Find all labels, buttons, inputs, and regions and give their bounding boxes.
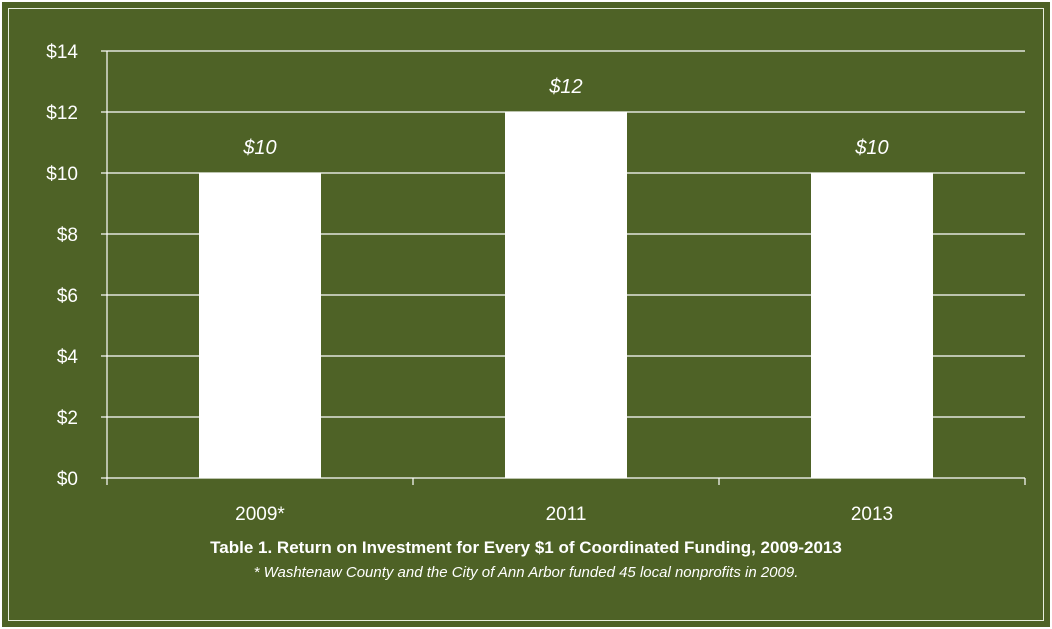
bars (199, 112, 933, 478)
x-tick-label: 2011 (546, 504, 587, 525)
chart-footnote: * Washtenaw County and the City of Ann A… (253, 564, 799, 581)
bar (505, 112, 627, 478)
y-tick-label: $10 (46, 164, 78, 185)
axes (101, 50, 1026, 485)
y-tick-label: $0 (57, 469, 78, 490)
y-tick-label: $12 (46, 103, 78, 124)
y-tick-label: $4 (57, 347, 79, 368)
data-label: $12 (548, 76, 582, 98)
y-tick-label: $8 (57, 225, 78, 246)
bar (811, 173, 933, 478)
chart-title: Table 1. Return on Investment for Every … (210, 538, 842, 557)
data-label: $10 (854, 137, 888, 159)
data-label: $10 (242, 137, 276, 159)
y-tick-label: $14 (46, 42, 78, 63)
bar (199, 173, 321, 478)
chart-border (8, 8, 1044, 621)
x-tick-label: 2009* (235, 504, 285, 525)
y-tick-label: $6 (57, 286, 78, 307)
y-tick-label: $2 (57, 408, 78, 429)
labels: $0 $2 $4 $6 $8 $10 $12 $14 $10 2009* $12 2011 $10 201… (46, 42, 893, 525)
x-tick-label: 2013 (851, 504, 893, 525)
